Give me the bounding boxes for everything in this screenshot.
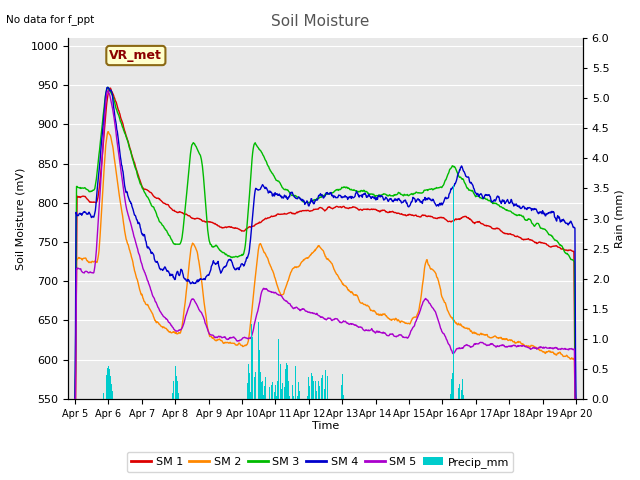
Y-axis label: Rain (mm): Rain (mm) xyxy=(615,189,625,248)
Text: Soil Moisture: Soil Moisture xyxy=(271,14,369,29)
Text: No data for f_ppt: No data for f_ppt xyxy=(6,14,95,25)
Y-axis label: Soil Moisture (mV): Soil Moisture (mV) xyxy=(15,168,25,270)
X-axis label: Time: Time xyxy=(312,421,339,432)
Text: VR_met: VR_met xyxy=(109,49,163,62)
Legend: SM 1, SM 2, SM 3, SM 4, SM 5, Precip_mm: SM 1, SM 2, SM 3, SM 4, SM 5, Precip_mm xyxy=(127,452,513,472)
